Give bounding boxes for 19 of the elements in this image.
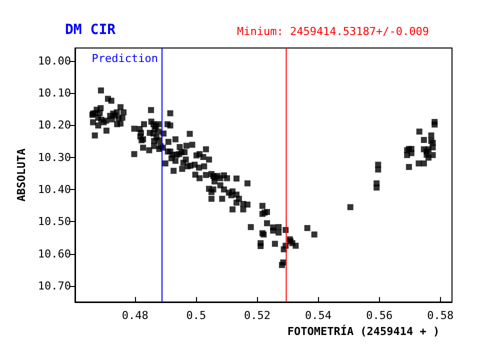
y-tick-label: 10.40 [38,182,72,196]
x-axis-title: FOTOMETRÍA (2459414 + ) [287,324,440,338]
x-tick-label: 0.58 [427,309,454,322]
y-tick-label: 10.30 [38,150,72,164]
x-tick-label: 0.48 [122,309,148,322]
x-tick-label: 0.5 [186,309,206,322]
y-tick-label: 10.50 [38,215,72,228]
chart-title: DM CIR [65,22,116,38]
y-tick-label: 10.10 [38,86,72,100]
y-axis-title: ABSOLUTA [15,148,28,202]
x-tick-label: 0.52 [244,309,270,322]
y-tick-label: 10.60 [38,247,72,260]
x-tick-label: 0.56 [366,309,393,322]
y-tick-label: 10.70 [38,279,72,292]
x-tick-label: 0.54 [305,309,332,322]
y-tick-label: 10.00 [38,54,72,68]
ref-line-label: Prediction [92,52,158,65]
y-tick-label: 10.20 [38,118,72,132]
text: Minium: 2459414.53187+/-0.009 [236,25,430,38]
